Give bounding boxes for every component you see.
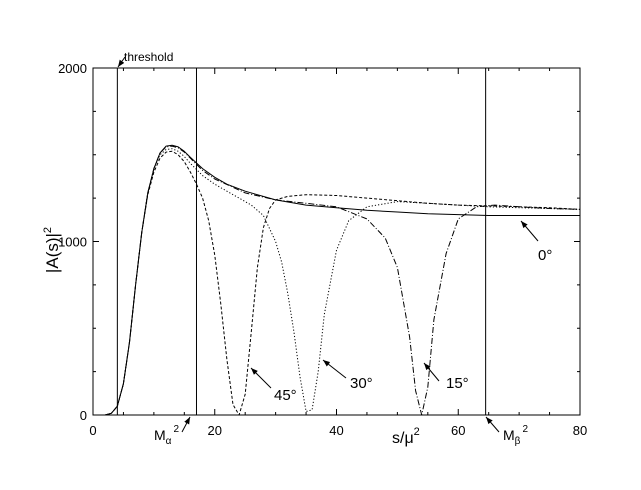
annotation-0deg-arrow xyxy=(520,220,539,242)
annotation-m-beta-sub: β xyxy=(515,436,521,447)
y-axis-label: |A(s)|2 xyxy=(42,227,62,273)
annotation-30deg: 30° xyxy=(350,375,373,392)
series-45deg xyxy=(105,150,581,416)
y-tick-label: 1000 xyxy=(58,235,87,250)
annotation-0deg: 0° xyxy=(538,247,552,264)
annotation-threshold: threshold xyxy=(124,50,173,64)
annotation-15deg-arrow xyxy=(423,362,440,382)
x-axis-label: s/μ2 xyxy=(392,426,420,447)
x-tick-label: 80 xyxy=(573,423,587,438)
annotation-m-beta-sup: 2 xyxy=(522,424,528,435)
annotation-m-alpha-sup: 2 xyxy=(173,424,179,435)
y-tick-label: 2000 xyxy=(58,61,87,76)
y-axis-label-text: |A(s)| xyxy=(43,233,62,273)
annotation-m-beta-main: M xyxy=(503,427,515,443)
x-tick-label: 40 xyxy=(329,423,343,438)
series-30deg xyxy=(105,148,581,416)
plot-frame xyxy=(92,67,581,416)
x-axis-label-sup: 2 xyxy=(414,426,420,438)
series-0deg xyxy=(105,144,580,416)
x-tick-label: 0 xyxy=(89,423,96,438)
annotation-m-beta-arrow xyxy=(485,416,500,433)
series-group xyxy=(105,144,581,416)
annotation-45deg: 45° xyxy=(274,387,297,404)
annotation-m-alpha: Mα2 xyxy=(154,424,179,447)
reference-lines xyxy=(116,68,487,415)
x-tick-label: 60 xyxy=(451,423,465,438)
x-axis-label-text: s/μ xyxy=(392,430,414,447)
annotation-m-alpha-arrow xyxy=(181,416,191,433)
axis-ticks: 0 20 40 60 80 0 1000 2000 xyxy=(58,61,587,438)
y-tick-label: 0 xyxy=(80,408,87,423)
annotation-30deg-arrow xyxy=(322,359,347,379)
annotation-45deg-arrow xyxy=(250,367,272,389)
annotation-m-alpha-main: M xyxy=(154,427,166,443)
annotation-m-alpha-sub: α xyxy=(166,436,172,447)
annotation-15deg: 15° xyxy=(446,375,469,392)
series-15deg xyxy=(105,145,581,416)
annotation-threshold-arrow xyxy=(117,56,126,68)
annotation-m-beta: Mβ2 xyxy=(503,424,528,447)
x-tick-label: 20 xyxy=(208,423,222,438)
y-axis-label-sup: 2 xyxy=(42,227,54,233)
